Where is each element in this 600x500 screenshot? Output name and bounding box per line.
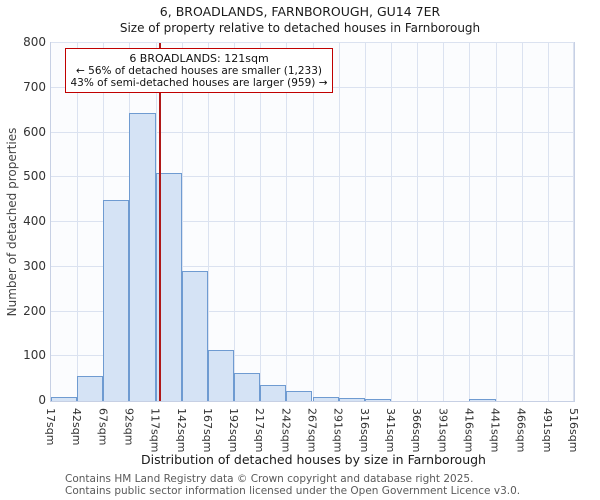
x-tick-label: 341sqm [383,408,397,453]
chart-subtitle: Size of property relative to detached ho… [119,21,481,35]
x-tick-label: 117sqm [148,408,162,453]
property-size-marker-line [158,43,161,401]
annotation-box: 6 BROADLANDS: 121sqm ← 56% of detached h… [65,48,333,93]
plot-area: 6 BROADLANDS: 121sqm ← 56% of detached h… [50,42,575,402]
x-tick-label: 42sqm [70,408,84,446]
gridline-v [338,43,340,401]
y-tick-label: 300 [23,258,46,273]
gridline-v [469,43,471,401]
x-tick-label: 142sqm [174,408,188,453]
x-tick-label: 291sqm [331,408,345,453]
annotation-smaller-line: ← 56% of detached houses are smaller (1,… [76,65,322,77]
x-tick-label: 92sqm [122,408,136,446]
bar-267sqm [312,396,339,401]
bar-416sqm [469,399,496,401]
gridline-v [495,43,497,401]
bar-291sqm [338,398,365,401]
gridline-v [390,43,392,401]
bar-142sqm [181,271,208,401]
bar-316sqm [364,398,391,401]
x-axis-ticks: 17sqm 42sqm 67sqm 92sqm 117sqm 142sqm 167sqm 19… [44,406,580,468]
gridline-v [286,43,288,401]
gridline-v [443,43,445,401]
y-tick-label: 800 [23,35,46,49]
chart-title: 6, BROADLANDS, FARNBOROUGH, GU14 7ER [159,4,441,19]
gridline-v [207,43,209,401]
x-tick-label: 17sqm [44,408,57,446]
gridline-v [181,43,183,401]
y-tick-label: 0 [38,393,46,407]
attribution-line-2: Contains public sector information licen… [65,485,521,498]
bar-242sqm [286,391,313,401]
x-tick-label: 416sqm [462,408,476,453]
gridline-v [234,43,236,401]
attribution-line-1: Contains HM Land Registry data © Crown c… [65,473,474,485]
bar-192sqm [234,372,261,401]
bar-167sqm [207,349,235,401]
attribution-footer: Contains HM Land Registry data © Crown c… [65,473,520,498]
bar-67sqm [103,199,130,401]
x-tick-label: 441sqm [488,408,502,453]
y-tick-label: 400 [23,214,46,228]
x-tick-label: 217sqm [253,408,267,453]
x-tick-label: 267sqm [305,408,319,453]
gridline-v [312,43,314,401]
y-tick-label: 200 [23,303,46,318]
gridline-v [260,43,262,401]
y-tick-label: 500 [23,169,46,184]
x-tick-label: 466sqm [514,408,528,453]
x-axis-label: Distribution of detached houses by size … [141,452,486,467]
gridline-v [364,43,366,401]
x-tick-label: 391sqm [436,408,450,453]
x-tick-label: 491sqm [540,408,554,453]
x-tick-label: 366sqm [410,408,424,453]
y-tick-label: 700 [23,79,46,94]
gridline-v [77,43,79,401]
bar-42sqm [77,376,104,401]
gridline-h [51,42,574,43]
bar-217sqm [260,385,287,401]
gridline-v [417,43,419,401]
x-tick-label: 167sqm [200,408,214,453]
gridline-v [573,43,574,401]
y-axis-ticks: 0 100 200 300 400 500 600 700 800 [0,35,46,407]
annotation-property-line: 6 BROADLANDS: 121sqm [129,52,269,65]
gridline-v [521,43,523,401]
bar-92sqm [129,113,156,401]
annotation-larger-line: 43% of semi-detached houses are larger (… [70,77,328,89]
gridline-v [547,43,549,401]
bar-17sqm [51,396,78,401]
x-tick-label: 242sqm [279,408,293,453]
x-tick-label: 67sqm [96,408,110,446]
x-tick-label: 516sqm [567,408,580,453]
y-tick-label: 600 [23,124,46,139]
x-tick-label: 192sqm [227,408,241,453]
y-tick-label: 100 [23,348,46,363]
x-tick-label: 316sqm [357,408,371,453]
